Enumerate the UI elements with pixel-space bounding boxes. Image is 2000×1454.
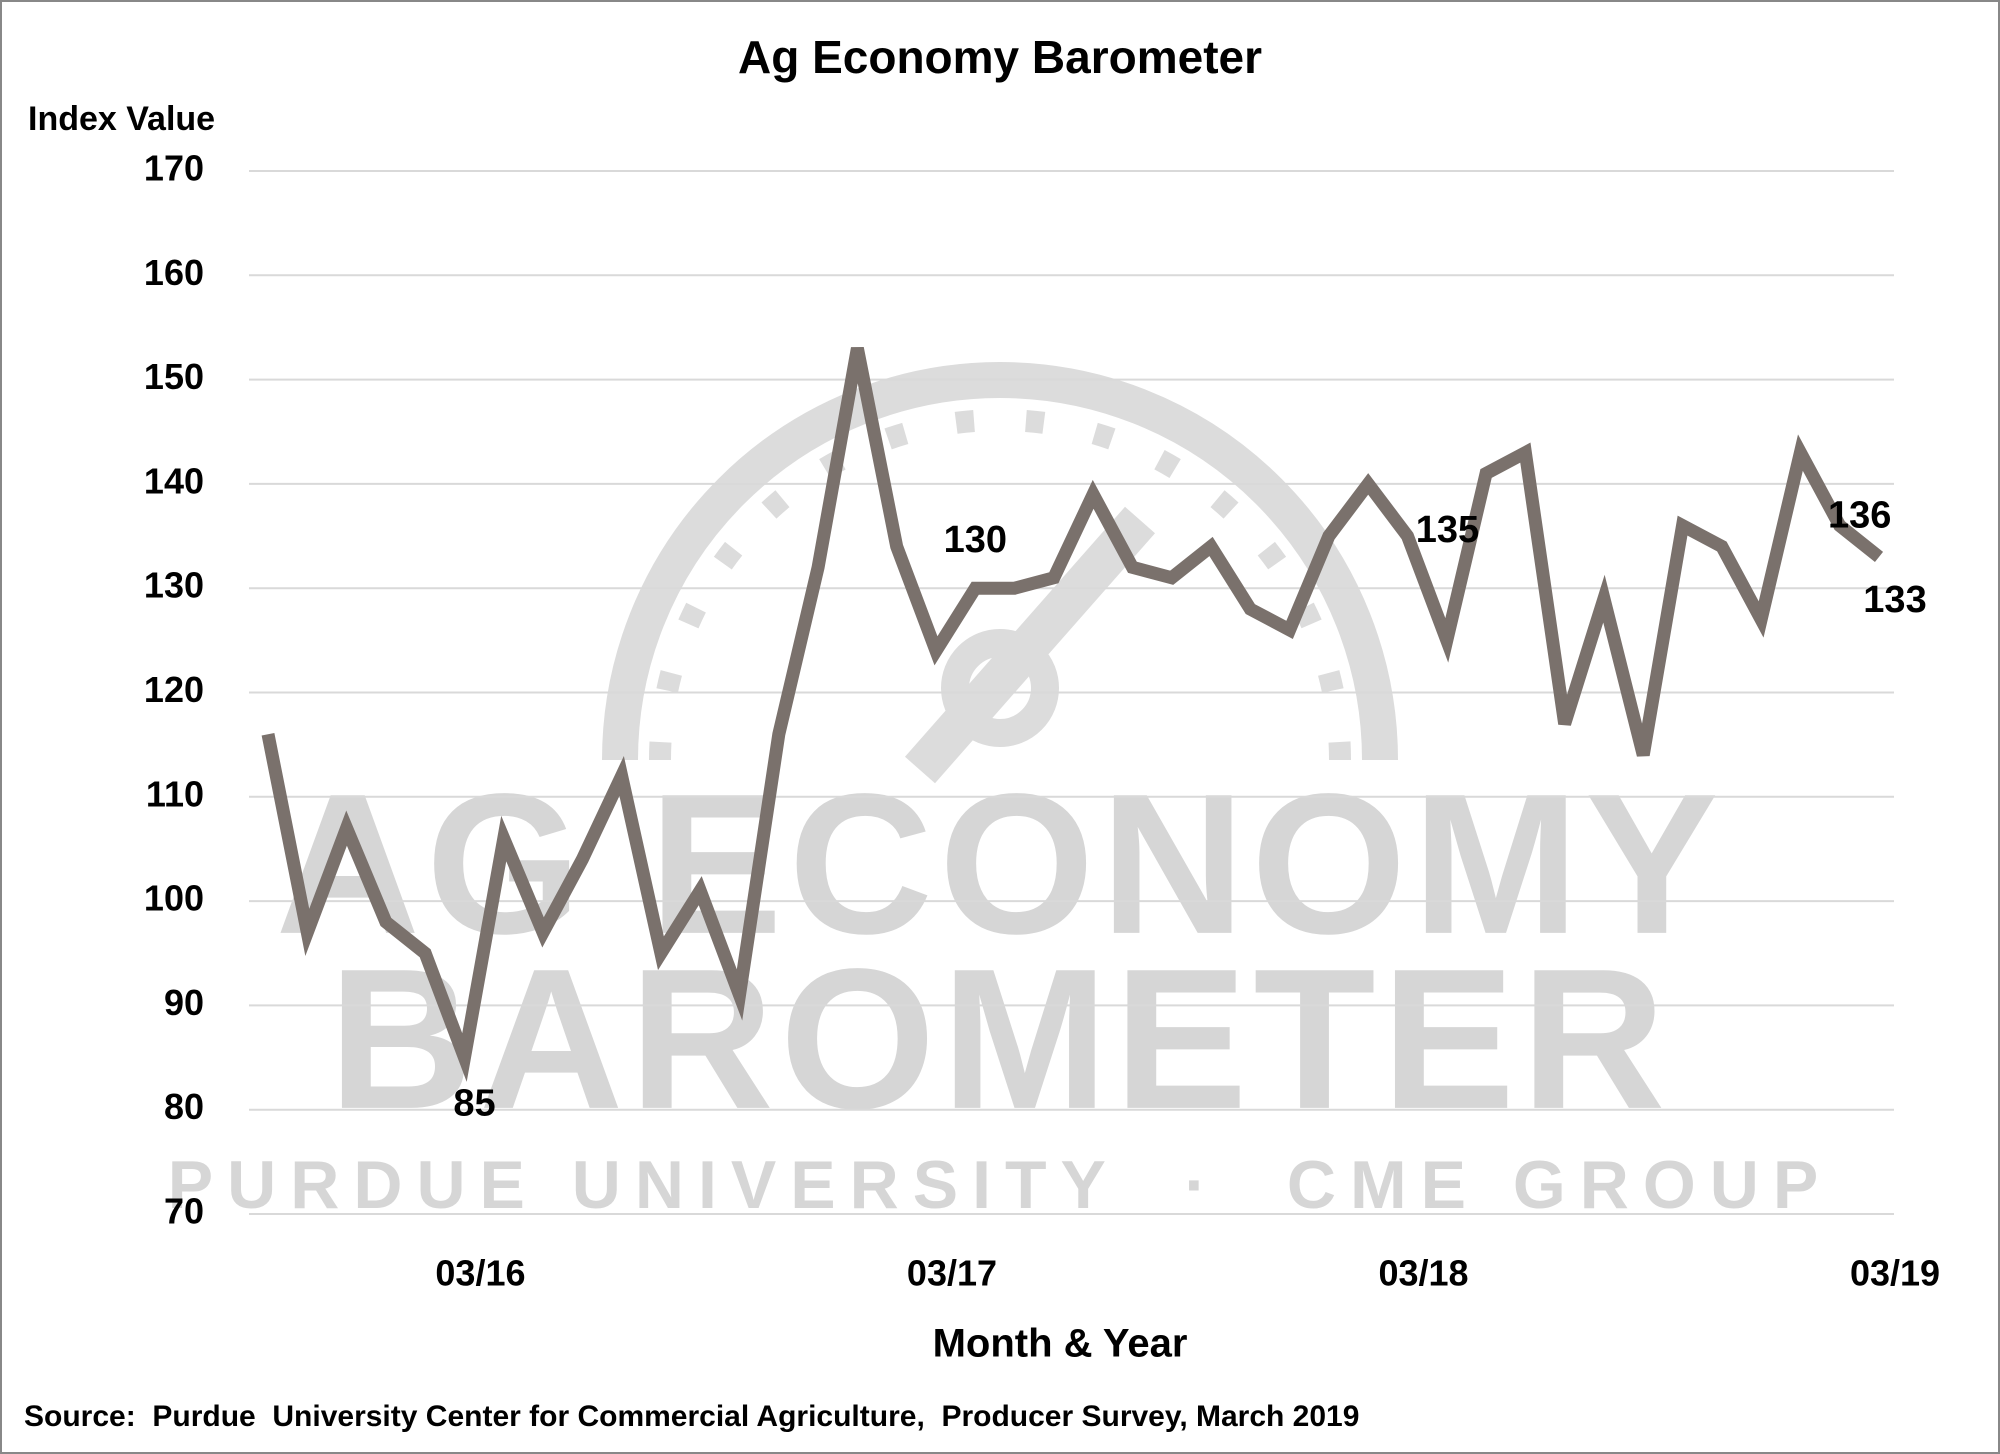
watermark-text: BAROMETER [329, 928, 1672, 1151]
data-label: 136 [1828, 495, 1891, 537]
y-tick-label: 90 [164, 982, 204, 1023]
data-label: 133 [1863, 579, 1926, 621]
y-tick-label: 70 [164, 1191, 204, 1232]
y-tick-label: 150 [144, 356, 204, 397]
data-label: 135 [1416, 509, 1479, 551]
y-tick-label: 160 [144, 252, 204, 293]
y-tick-label: 80 [164, 1086, 204, 1127]
y-tick-label: 130 [144, 565, 204, 606]
x-axis-label: Month & Year [933, 1322, 1188, 1366]
y-tick-label: 140 [144, 460, 204, 501]
y-axis-label: Index Value [28, 100, 215, 138]
x-tick-label: 03/18 [1378, 1253, 1468, 1294]
chart-title: Ag Economy Barometer [738, 31, 1262, 83]
y-tick-label: 110 [146, 773, 204, 814]
data-label: 85 [453, 1083, 495, 1125]
x-tick-label: 03/17 [907, 1253, 997, 1294]
y-tick-label: 120 [144, 669, 204, 710]
data-line [261, 347, 1884, 1082]
data-label: 130 [944, 519, 1007, 561]
watermark-text: PURDUE UNIVERSITY · CME GROUP [168, 1147, 1832, 1223]
y-tick-label: 100 [144, 878, 204, 919]
x-tick-label: 03/19 [1850, 1253, 1940, 1294]
y-tick-label: 170 [144, 148, 204, 189]
x-tick-label: 03/16 [435, 1253, 525, 1294]
source-note: Source: Purdue University Center for Com… [24, 1400, 1359, 1433]
